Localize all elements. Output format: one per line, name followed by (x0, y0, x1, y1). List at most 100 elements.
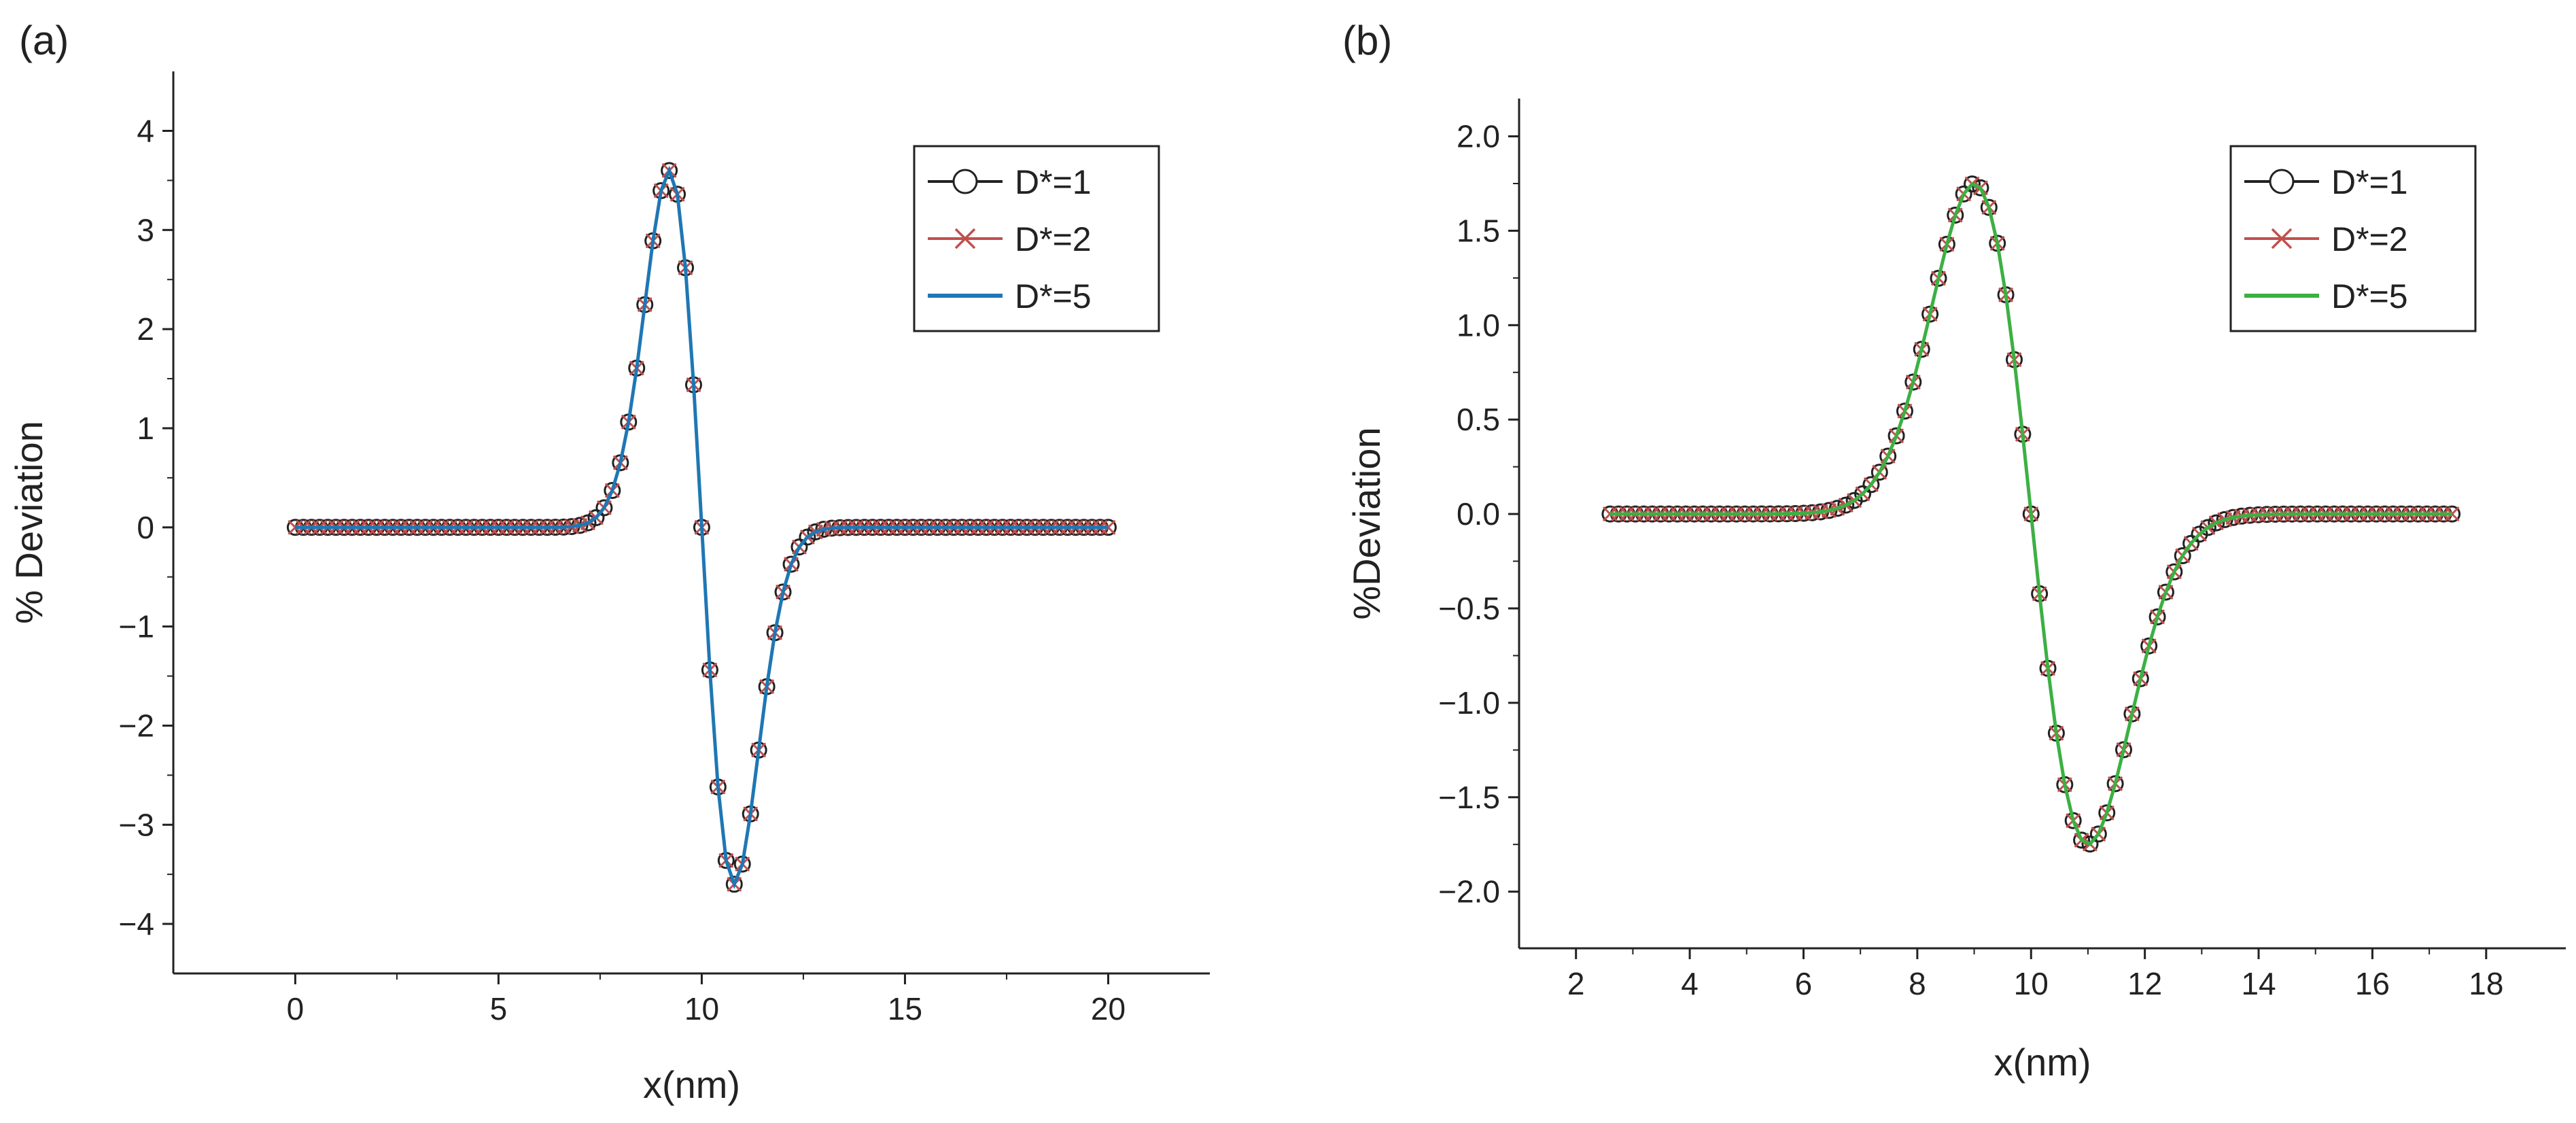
data-point-circle (1904, 373, 1922, 391)
data-point-circle (2081, 835, 2099, 853)
data-point-circle (595, 499, 613, 517)
x-tick-label: 5 (490, 991, 508, 1026)
legend-entry: D*=2 (2244, 220, 2408, 258)
data-point-circle (2174, 547, 2191, 565)
x-axis-title: x(nm) (1994, 1041, 2091, 1084)
chart-panel-a: (a) −4 −3 −2 −1 0 1 2 3 4 0 5 10 15 20 x(nm) % Deviation… (7, 18, 1210, 1106)
y-tick-label: 2.0 (1457, 119, 1500, 154)
legend-entry: D*=1 (2244, 163, 2408, 201)
data-point-circle (1947, 206, 1964, 224)
legend-entry: D*=2 (928, 220, 1092, 258)
x-tick-label: 16 (2355, 966, 2390, 1001)
data-point-circle (2140, 637, 2158, 655)
legend-label: D*=5 (2331, 277, 2408, 315)
data-point-x (2444, 506, 2460, 522)
y-tick-label: 4 (137, 113, 154, 148)
data-point-circle (661, 162, 678, 179)
legend-marker-circle (952, 169, 978, 194)
data-point-circle (2106, 775, 2124, 793)
legend-label: D*=2 (2331, 220, 2408, 258)
data-point-circle (1938, 235, 1955, 253)
x-axis-title: x(nm) (643, 1063, 740, 1106)
data-point-circle (1896, 402, 1913, 420)
legend-marker-circle (2269, 169, 2295, 194)
legend-marker-x (954, 228, 976, 249)
x-tick-label: 20 (1091, 991, 1126, 1026)
data-point-circle (604, 482, 621, 500)
data-point-circle (1930, 269, 1947, 287)
y-tick-label: −4 (119, 906, 154, 941)
x-tick-label: 6 (1795, 966, 1813, 1001)
y-tick-label: −1.5 (1438, 780, 1500, 815)
x-tick-label: 2 (1567, 966, 1585, 1001)
data-point-circle (1854, 485, 1872, 502)
data-point-circle (2064, 812, 2082, 829)
y-tick-label: 0 (137, 510, 154, 545)
data-point-circle (2089, 825, 2107, 843)
y-tick-label: 1 (137, 411, 154, 446)
data-point-circle (2182, 534, 2200, 552)
y-axis-title: % Deviation (7, 421, 50, 624)
data-point-circle (2148, 608, 2166, 625)
data-point-circle (2098, 804, 2116, 822)
series-d5 (1609, 182, 2452, 846)
data-point-circle (807, 523, 824, 540)
data-point-circle (2073, 831, 2091, 849)
data-point-circle (2165, 563, 2183, 581)
x-tick-label: 12 (2127, 966, 2162, 1001)
y-tick-label: −0.5 (1438, 591, 1500, 626)
panel-label: (b) (1342, 18, 1392, 63)
legend-entry: D*=5 (2244, 277, 2408, 315)
data-point-circle (2123, 705, 2141, 723)
x-tick-label: 0 (287, 991, 304, 1026)
y-tick-label: 1.5 (1457, 213, 1500, 248)
data-point-circle (2157, 583, 2174, 601)
y-tick-label: −3 (119, 807, 154, 842)
y-tick-label: 2 (137, 311, 154, 347)
data-point-circle (2208, 514, 2225, 532)
y-tick-label: −1 (119, 609, 154, 644)
legend-entry: D*=1 (928, 163, 1092, 201)
x-tick-label: 18 (2469, 966, 2503, 1001)
y-tick-label: 0.0 (1457, 496, 1500, 532)
y-tick-label: 1.0 (1457, 307, 1500, 343)
data-point-circle (1955, 185, 1972, 203)
x-tick-label: 10 (2014, 966, 2049, 1001)
data-point-circle (2131, 670, 2149, 687)
y-tick-label: −1.0 (1438, 685, 1500, 721)
panel-label: (a) (19, 18, 69, 63)
legend-entry: D*=5 (928, 277, 1092, 315)
data-point-circle (1921, 305, 1939, 323)
data-point-circle (1964, 175, 1981, 193)
legend: D*=1 D*=2 D*=5 (2229, 145, 2477, 332)
data-point-circle (1879, 447, 1897, 465)
legend-marker-x (2271, 228, 2293, 249)
x-tick-label: 14 (2241, 966, 2276, 1001)
series-d5 (295, 165, 1109, 889)
x-tick-label: 15 (888, 991, 922, 1026)
legend-label: D*=5 (1015, 277, 1092, 315)
legend-label: D*=1 (1015, 163, 1092, 201)
data-point-circle (1972, 179, 1989, 196)
legend: D*=1 D*=2 D*=5 (913, 145, 1160, 332)
data-point-circle (1870, 464, 1888, 481)
chart-panel-b: (b) −2.0 −1.5 −1.0 −0.5 0.0 0.5 1.0 1.5 2.0 2 4 6 8 10… (1342, 18, 2566, 1084)
data-point-circle (1887, 427, 1905, 445)
series-line (1609, 182, 2452, 846)
data-point-circle (2115, 741, 2133, 759)
data-point-circle (782, 555, 800, 573)
y-tick-label: 3 (137, 212, 154, 247)
y-axis-title: %Deviation (1345, 427, 1388, 619)
data-point-circle (1862, 476, 1880, 494)
series-line (295, 165, 1109, 889)
legend-label: D*=2 (1015, 220, 1092, 258)
legend-label: D*=1 (2331, 163, 2408, 201)
data-point-circle (1913, 341, 1930, 358)
data-point-circle (2199, 519, 2216, 536)
y-tick-label: 0.5 (1457, 402, 1500, 437)
x-tick-label: 8 (1909, 966, 1926, 1001)
y-tick-label: −2 (119, 708, 154, 743)
data-point-circle (1837, 496, 1855, 514)
x-tick-label: 4 (1681, 966, 1699, 1001)
